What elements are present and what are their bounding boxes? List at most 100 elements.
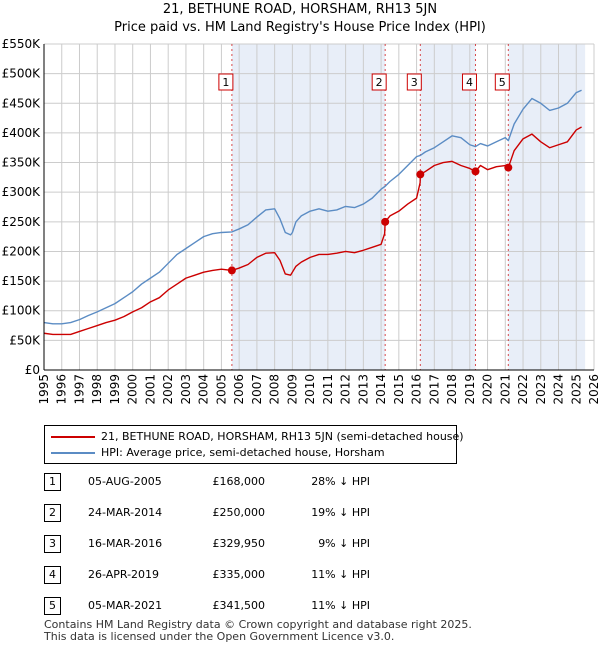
x-tick-label: 2006 [232,374,246,405]
legend-label-hpi: HPI: Average price, semi-detached house,… [101,446,385,459]
x-tick-label: 2010 [303,374,317,405]
sale-marker-point [416,170,425,179]
legend-label-property: 21, BETHUNE ROAD, HORSHAM, RH13 5JN (sem… [101,430,464,443]
x-tick-label: 2019 [463,374,477,405]
sale-hpi-diff: 9% ↓ HPI [318,537,370,550]
footer: Contains HM Land Registry data © Crown c… [44,619,472,643]
property-price-line [43,126,582,336]
y-tick-label: £200K [2,244,42,258]
sale-price: £341,500 [212,599,266,612]
x-tick-label: 2003 [179,374,193,405]
footer-line: This data is licensed under the Open Gov… [44,630,395,643]
x-tick-label: 2021 [498,374,512,405]
sale-label-text: 5 [499,76,506,89]
x-tick-label: 2011 [321,374,335,405]
sale-price: £168,000 [212,475,266,488]
sale-row: 2 24-MAR-2014 £250,000 19% ↓ HPI [0,503,600,523]
x-tick-label: 2022 [516,374,530,405]
x-tick-label: 2024 [552,374,566,405]
x-tick-label: 1997 [72,374,86,405]
sale-label-text: 3 [411,76,418,89]
sale-hpi-diff: 11% ↓ HPI [311,568,370,581]
sale-date: 05-AUG-2005 [88,475,162,488]
sale-hpi-diff: 19% ↓ HPI [311,506,370,519]
x-tick-label: 2005 [214,374,228,405]
legend: 21, BETHUNE ROAD, HORSHAM, RH13 5JN (sem… [44,425,464,464]
x-tick-label: 2020 [481,374,495,405]
sale-label-box [461,73,477,91]
price-chart: 1 2 3 4 5 £0 £50K £100K £150K £200K £250K £300K £35… [2,37,600,405]
x-tick-label: 2004 [197,374,211,405]
x-tick-label: 2014 [374,374,388,405]
sale-marker-point [471,167,480,176]
sale-date: 26-APR-2019 [88,568,160,581]
x-tick-label: 1995 [37,374,51,405]
shaded-periods [231,44,586,370]
x-tick-label: 2015 [392,374,406,405]
sale-number-badge: 1 [44,473,61,491]
x-tick-label: 2012 [339,374,353,405]
sale-marker-point [227,266,236,275]
sale-number-badge: 2 [44,504,61,522]
sale-marker-point [381,217,390,226]
series-lines [43,89,582,336]
footer-line: Contains HM Land Registry data © Crown c… [44,618,472,631]
y-tick-label: £450K [2,96,42,110]
sale-number-badge: 5 [44,597,61,615]
sale-row: 3 16-MAR-2016 £329,950 9% ↓ HPI [0,534,600,554]
sale-marker-point [504,163,513,172]
sale-row: 1 05-AUG-2005 £168,000 28% ↓ HPI [0,472,600,492]
legend-swatch-hpi [51,452,95,454]
x-tick-label: 2000 [126,374,140,405]
x-tick-label: 2023 [534,374,548,405]
sale-vertical-lines [231,44,509,370]
sale-labels: 1 2 3 4 5 [218,73,510,91]
x-tick-label: 2026 [587,374,600,405]
y-tick-label: £300K [2,185,42,199]
x-tick-label: 2007 [250,374,264,405]
chart-subtitle: Price paid vs. HM Land Registry's House … [114,20,486,35]
sale-row: 5 05-MAR-2021 £341,500 11% ↓ HPI [0,596,600,616]
x-tick-label: 2001 [143,374,157,405]
x-tick-label: 2013 [356,374,370,405]
sale-price: £250,000 [212,506,266,519]
y-tick-label: £250K [2,215,42,229]
x-tick-label: 2009 [285,374,299,405]
x-tick-label: 2016 [410,374,424,405]
y-tick-label: £150K [2,274,42,288]
sale-label-box [218,73,234,91]
x-tick-label: 2017 [427,374,441,405]
sale-price: £335,000 [212,568,266,581]
hpi-line [43,89,582,325]
grid [43,43,595,371]
sale-number-badge: 3 [44,535,61,553]
x-tick-label: 1999 [108,374,122,405]
y-tick-label: £50K [9,333,41,347]
chart-title: 21, BETHUNE ROAD, HORSHAM, RH13 5JN [162,2,438,17]
sale-date: 05-MAR-2021 [88,599,163,612]
x-tick-label: 1998 [90,374,104,405]
y-tick-label: £400K [2,126,42,140]
y-tick-label: £500K [2,67,42,81]
sale-label-text: 4 [466,76,473,89]
shaded-period [231,44,386,370]
sale-date: 24-MAR-2014 [88,506,163,519]
sale-date: 16-MAR-2016 [88,537,163,550]
sale-label-box [494,73,510,91]
x-tick-label: 2002 [161,374,175,405]
sale-label-box [371,73,387,91]
y-tick-label: £550K [2,37,42,51]
sale-label-text: 2 [376,76,383,89]
shaded-period [420,44,476,370]
x-tick-label: 2018 [445,374,459,405]
shaded-period [508,44,586,370]
sale-number-badge: 4 [44,566,61,584]
y-tick-label: £350K [2,156,42,170]
sale-label-text: 1 [222,76,229,89]
sale-markers [227,163,513,275]
axes: £0 £50K £100K £150K £200K £250K £300K £350K £400… [2,37,600,405]
x-tick-label: 1996 [55,374,69,405]
x-tick-label: 2008 [268,374,282,405]
legend-swatch-property [51,436,95,438]
sale-label-box [406,73,422,91]
